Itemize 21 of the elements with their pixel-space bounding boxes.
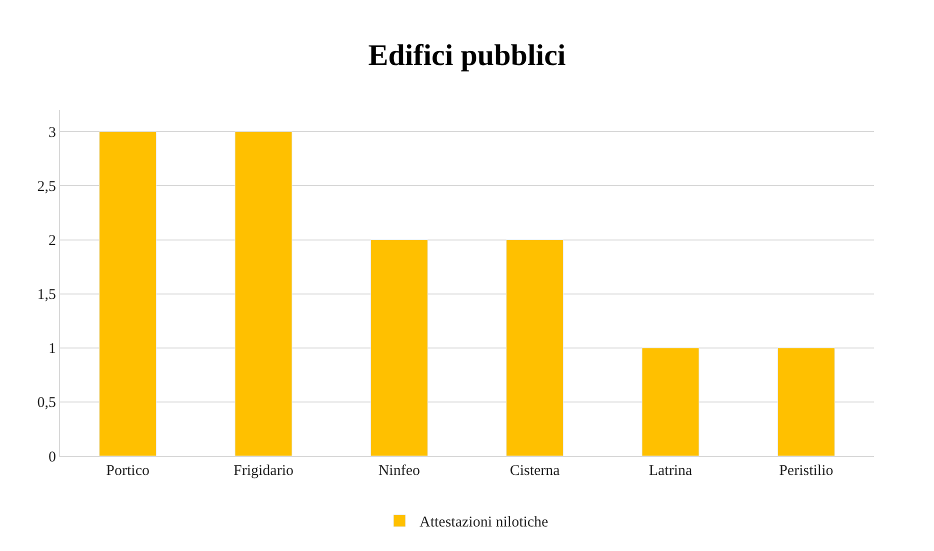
y-tick-label: 0 [48, 449, 56, 466]
y-tick-label: 1,5 [37, 287, 56, 304]
x-tick-label: Peristilio [779, 463, 834, 479]
y-tick-label: 2 [48, 233, 56, 249]
y-tick-label: 3 [48, 124, 56, 141]
x-tick-label: Ninfeo [378, 463, 420, 479]
bar [777, 348, 835, 456]
bar [99, 131, 157, 456]
x-tick-label: Portico [106, 463, 150, 479]
bar [234, 131, 292, 456]
y-tick-label: 0,5 [37, 395, 56, 412]
x-tick-label: Frigidario [234, 463, 294, 479]
bar [506, 240, 564, 456]
bar [370, 240, 428, 456]
x-tick-label: Cisterna [510, 463, 560, 479]
x-tick-label: Latrina [648, 463, 692, 479]
y-tick-label: 1 [48, 341, 56, 358]
bar [642, 348, 700, 456]
legend-label: Attestazioni nilotiche [420, 514, 549, 531]
chart-title: Edifici pubblici [368, 39, 566, 72]
y-tick-label: 2,5 [37, 178, 56, 195]
